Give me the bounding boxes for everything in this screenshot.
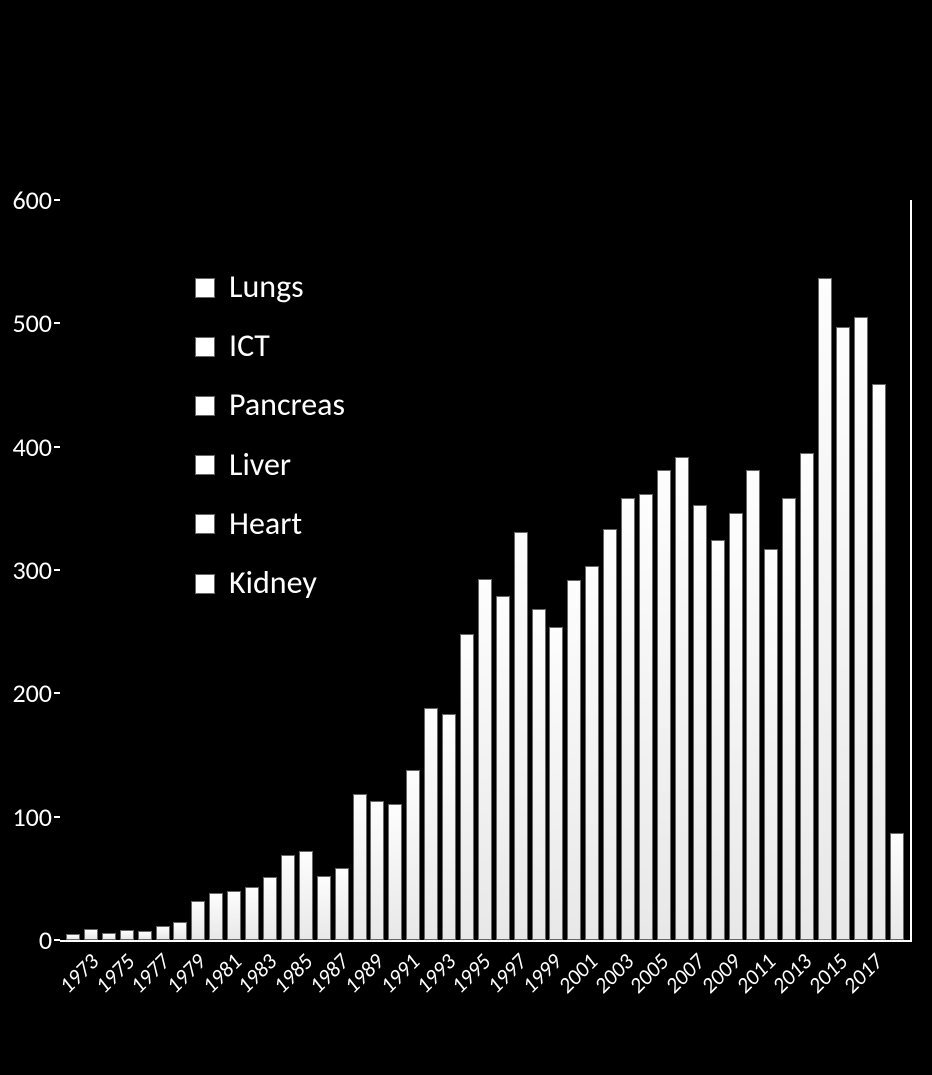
bar xyxy=(729,513,743,940)
bar xyxy=(299,851,313,940)
bar xyxy=(120,930,134,940)
bar xyxy=(711,540,725,940)
bar xyxy=(639,494,653,940)
plot-area: 0100200300400500600 xyxy=(60,200,912,942)
bar xyxy=(335,868,349,940)
bar xyxy=(317,876,331,940)
bar xyxy=(657,470,671,940)
legend-item: Kidney xyxy=(195,553,345,612)
legend-item: ICT xyxy=(195,316,345,375)
legend-swatch xyxy=(195,574,215,594)
y-tick-label: 400 xyxy=(12,431,52,463)
bar xyxy=(66,934,80,940)
bar xyxy=(854,317,868,940)
legend-label: Heart xyxy=(229,494,302,553)
bar xyxy=(585,566,599,940)
legend-swatch xyxy=(195,278,215,298)
legend-swatch xyxy=(195,514,215,534)
bar xyxy=(746,470,760,940)
legend-label: Kidney xyxy=(229,553,317,612)
bar xyxy=(245,887,259,940)
bar xyxy=(138,931,152,940)
legend-swatch xyxy=(195,396,215,416)
bar xyxy=(764,549,778,940)
y-tick-label: 600 xyxy=(12,184,52,216)
y-tick-label: 200 xyxy=(12,677,52,709)
bar xyxy=(406,770,420,940)
y-tick xyxy=(54,816,60,818)
bar xyxy=(872,384,886,940)
legend-swatch xyxy=(195,337,215,357)
legend-label: Lungs xyxy=(229,257,304,316)
y-tick-label: 0 xyxy=(39,924,52,956)
bar xyxy=(621,498,635,940)
y-tick-label: 500 xyxy=(12,307,52,339)
bar xyxy=(478,579,492,940)
bar xyxy=(442,714,456,940)
bar xyxy=(424,708,438,940)
bar xyxy=(675,457,689,940)
legend-label: ICT xyxy=(229,316,270,375)
y-tick xyxy=(54,939,60,941)
y-tick xyxy=(54,692,60,694)
bar xyxy=(836,327,850,940)
y-tick-label: 100 xyxy=(12,801,52,833)
y-tick xyxy=(54,322,60,324)
bar xyxy=(227,891,241,940)
y-tick-label: 300 xyxy=(12,554,52,586)
bar xyxy=(191,901,205,940)
bar xyxy=(567,580,581,940)
legend-item: Liver xyxy=(195,435,345,494)
bar xyxy=(173,922,187,941)
bar xyxy=(263,877,277,940)
bar xyxy=(496,596,510,940)
bar xyxy=(532,609,546,940)
bar xyxy=(693,505,707,940)
legend-label: Pancreas xyxy=(229,375,345,434)
legend-label: Liver xyxy=(229,435,291,494)
bars-container xyxy=(60,200,910,940)
bar xyxy=(388,804,402,940)
y-tick xyxy=(54,446,60,448)
bar xyxy=(209,893,223,940)
bar xyxy=(549,627,563,940)
bar xyxy=(890,833,904,940)
bar xyxy=(514,532,528,940)
y-tick xyxy=(54,199,60,201)
x-axis-labels: 1973197519771979198119831985198719891991… xyxy=(60,944,910,1064)
bar xyxy=(818,278,832,940)
legend: LungsICTPancreasLiverHeartKidney xyxy=(195,257,345,612)
bar xyxy=(800,453,814,940)
bar xyxy=(603,529,617,940)
bar xyxy=(102,933,116,940)
bar xyxy=(460,634,474,940)
bar xyxy=(84,929,98,940)
legend-swatch xyxy=(195,455,215,475)
y-tick xyxy=(54,569,60,571)
legend-item: Lungs xyxy=(195,257,345,316)
legend-item: Heart xyxy=(195,494,345,553)
bar xyxy=(370,801,384,940)
bar xyxy=(353,794,367,940)
bar xyxy=(281,855,295,940)
bar xyxy=(156,926,170,940)
organ-transplant-chart: 0100200300400500600 19731975197719791981… xyxy=(0,0,932,1075)
legend-item: Pancreas xyxy=(195,375,345,434)
bar xyxy=(782,498,796,940)
